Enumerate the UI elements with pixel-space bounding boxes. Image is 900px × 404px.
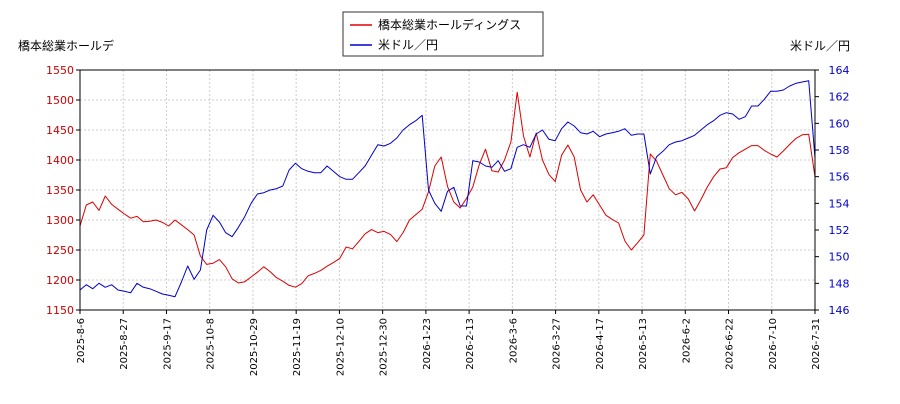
left-axis-label: 橋本総業ホールデ bbox=[18, 38, 114, 53]
left-tick-label: 1300 bbox=[46, 214, 74, 227]
right-tick-label: 152 bbox=[829, 224, 850, 237]
right-tick-label: 156 bbox=[829, 171, 850, 184]
right-tick-label: 148 bbox=[829, 277, 850, 290]
left-tick-label: 1400 bbox=[46, 154, 74, 167]
x-tick-label: 2025-8-27 bbox=[119, 318, 130, 370]
x-tick-label: 2025-12-10 bbox=[335, 318, 346, 376]
x-tick-label: 2026-3-6 bbox=[508, 318, 519, 363]
x-tick-label: 2026-2-13 bbox=[465, 318, 476, 370]
left-tick-label: 1250 bbox=[46, 244, 74, 257]
series-lines bbox=[79, 80, 816, 298]
right-tick-label: 164 bbox=[829, 64, 850, 77]
right-tick-label: 154 bbox=[829, 197, 850, 210]
legend-label-series-2: 米ドル／円 bbox=[378, 38, 438, 52]
x-tick-label: 2025-12-30 bbox=[379, 318, 390, 376]
x-tick-label: 2026-5-13 bbox=[638, 318, 649, 370]
left-tick-label: 1550 bbox=[46, 64, 74, 77]
x-tick-label: 2026-4-17 bbox=[595, 318, 606, 370]
x-tick-label: 2025-10-29 bbox=[249, 318, 260, 376]
x-tick-label: 2026-7-10 bbox=[768, 318, 779, 370]
x-tick-label: 2025-10-8 bbox=[206, 318, 217, 370]
right-tick-label: 158 bbox=[829, 144, 850, 157]
x-tick-label: 2026-7-31 bbox=[811, 318, 822, 370]
legend: 橋本総業ホールディングス 米ドル／円 bbox=[342, 11, 544, 57]
grid bbox=[79, 69, 816, 311]
left-tick-label: 1500 bbox=[46, 94, 74, 107]
x-tick-label: 2026-3-27 bbox=[552, 318, 563, 370]
right-tick-label: 150 bbox=[829, 251, 850, 264]
series-line-2 bbox=[79, 80, 816, 298]
left-tick-label: 1150 bbox=[46, 304, 74, 317]
x-tick-label: 2026-6-2 bbox=[681, 318, 692, 363]
right-tick-label: 146 bbox=[829, 304, 850, 317]
x-tick-label: 2026-1-23 bbox=[422, 318, 433, 370]
right-tick-label: 160 bbox=[829, 117, 850, 130]
legend-label-series-1: 橋本総業ホールディングス bbox=[378, 17, 521, 32]
left-tick-label: 1350 bbox=[46, 184, 74, 197]
legend-box bbox=[342, 11, 544, 57]
right-axis-label: 米ドル／円 bbox=[790, 39, 850, 53]
left-tick-label: 1450 bbox=[46, 124, 74, 137]
x-tick-label: 2025-11-19 bbox=[292, 318, 303, 376]
right-tick-label: 162 bbox=[829, 91, 850, 104]
x-tick-label: 2026-6-22 bbox=[725, 318, 736, 370]
x-tick-label: 2025-9-17 bbox=[162, 318, 173, 370]
left-tick-label: 1200 bbox=[46, 274, 74, 287]
axes: 1150 1200 1250 1300 1350 1400 1450 1500 1550 146 1… bbox=[46, 64, 850, 376]
x-tick-label: 2025-8-6 bbox=[76, 318, 87, 363]
